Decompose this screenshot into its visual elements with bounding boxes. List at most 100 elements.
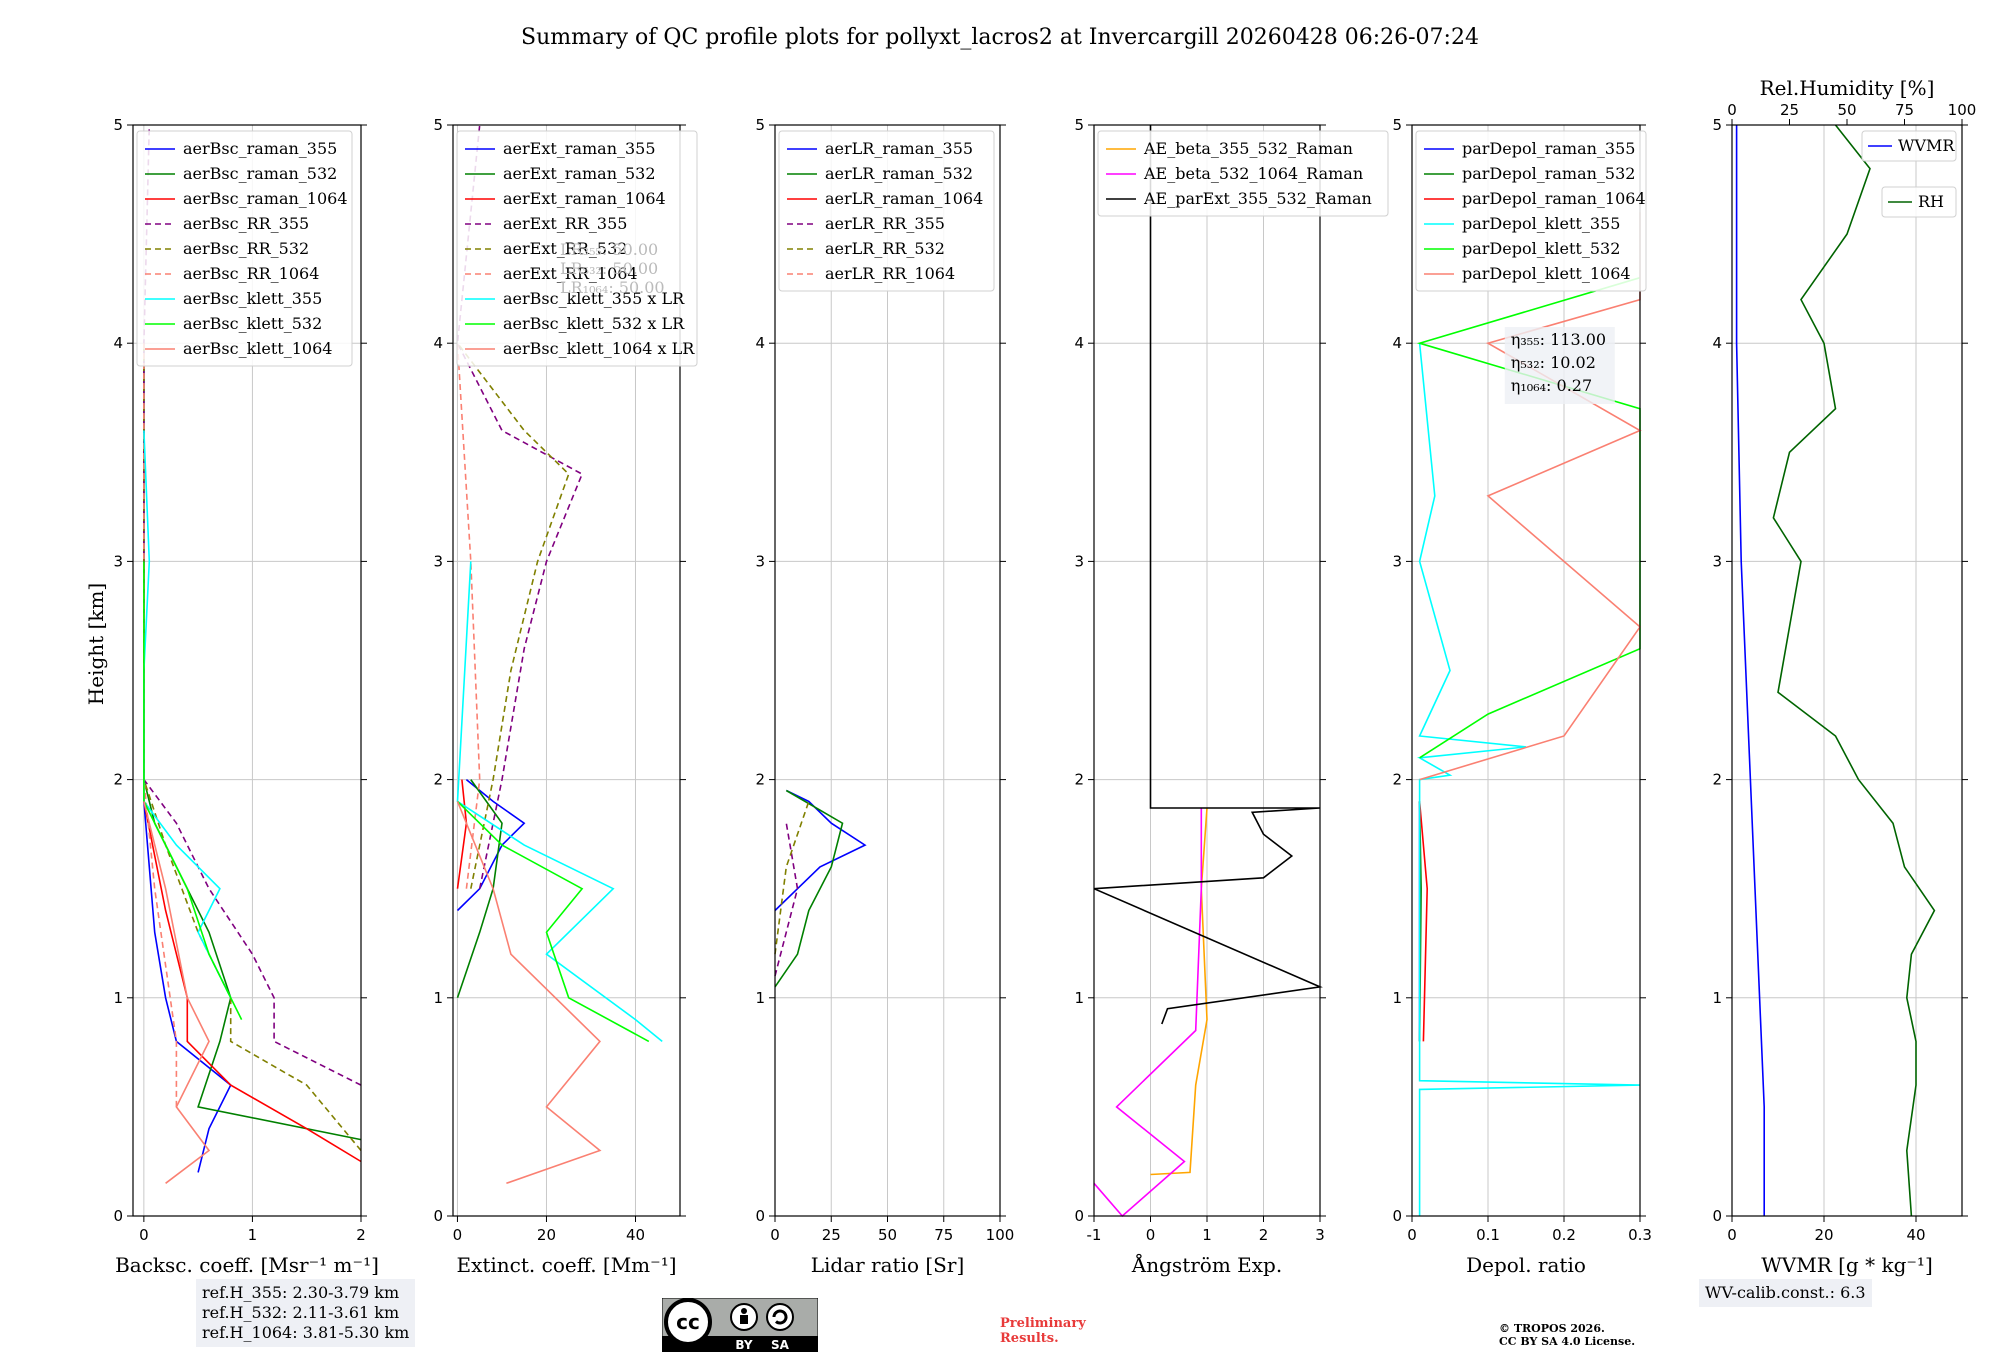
panel-6: 0 20 40 0 1 2 3 4 5 WVMR [g * kg⁻¹] 0 25 50 75 100 Rel.… [1712,76,1976,1277]
legend-label: WVMR [1898,136,1955,155]
legend-label: aerLR_RR_1064 [825,264,955,283]
y-tick-label: 2 [755,771,765,789]
legend-label: parDepol_klett_355 [1462,214,1620,233]
legend-label: parDepol_raman_532 [1462,164,1635,183]
y-tick-label: 4 [433,334,443,352]
series-line-aerExt_raman_1064 [456,779,468,889]
cc-by-sa-badge: cc BY SA [662,1298,818,1352]
legend-box [1097,130,1389,217]
y-tick-label: 0 [1392,1207,1402,1225]
series-line-aerBsc_raman_1064 [143,561,362,1163]
y-tick-label: 3 [1074,552,1084,570]
by-label: BY [735,1338,752,1352]
series-line-parDepol_raman_1064 [1418,801,1429,1042]
legend-label: aerBsc_raman_532 [183,164,337,183]
x-tick-label: 0 [1146,1226,1156,1244]
annotation-text: LR₅₃₂: 50.00 [560,259,658,278]
panel-5: 0 0.1 0.2 0.3 0 1 2 3 4 5 Depol. ratio parDepol_ram… [1392,116,1651,1277]
x-tick-label: 0.3 [1628,1226,1652,1244]
x-axis-label: Backsc. coeff. [Msr⁻¹ m⁻¹] [115,1253,379,1277]
series-line-aerBsc_RR_1064 [143,343,178,1107]
series-line-aerBsc_klett_355 [143,430,232,999]
x2-axis-label: Rel.Humidity [%] [1760,76,1935,100]
annotation-text: LR₃₅₅: 50.00 [560,240,658,259]
y-tick-label: 3 [755,552,765,570]
legend-label: aerBsc_raman_1064 [183,189,348,208]
legend-box [1415,130,1647,292]
legend-label: parDepol_klett_1064 [1462,264,1631,283]
y-tick-label: 1 [1074,989,1084,1007]
legend-label: aerBsc_klett_355 x LR [503,289,685,308]
annotation-text: η₁₀₆₄: 0.27 [1511,376,1592,395]
x-tick-label: 0 [1407,1226,1417,1244]
x-tick-label: 0 [1727,1226,1737,1244]
x-tick-label: 0.2 [1552,1226,1576,1244]
series-line-AE_beta_355_532_Raman [1150,807,1208,1176]
x-tick-label: 25 [822,1226,841,1244]
axes-frame [132,124,362,1217]
annotation-text: η₅₃₂: 10.02 [1511,353,1596,372]
legend-label: aerBsc_RR_1064 [183,264,319,283]
x2-tick-label: 50 [1837,101,1856,119]
y-tick-label: 2 [1074,771,1084,789]
panel-2: 0 20 40 0 1 2 3 4 5 Extinct. coeff. [Mm⁻¹] aerExt_… [433,116,698,1277]
x2-tick-label: 75 [1895,101,1914,119]
series-line-AE_beta_532_1064_Raman [1093,808,1203,1218]
y-tick-label: 4 [755,334,765,352]
legend-label: aerExt_raman_1064 [503,189,666,208]
x-tick-label: 3 [1315,1226,1325,1244]
panel-3: 0 25 50 75 100 0 1 2 3 4 5 Lidar ratio [Sr] aerLR_ra… [755,116,1014,1277]
figure-title: Summary of QC profile plots for pollyxt_… [521,25,1479,50]
ref-height-532: ref.H_532: 2.11-3.61 km [202,1303,400,1322]
y-axis-label: Height [km] [84,583,108,705]
x-tick-label: 1 [1202,1226,1212,1244]
x-axis-label: WVMR [g * kg⁻¹] [1761,1253,1933,1277]
ref-height-355: ref.H_355: 2.30-3.79 km [202,1283,400,1302]
y-tick-label: 1 [755,989,765,1007]
legend-label: parDepol_klett_532 [1462,239,1620,258]
legend-label: parDepol_raman_355 [1462,139,1635,158]
y-tick-label: 4 [113,334,123,352]
series-line-aerLR_RR_532 [774,801,810,955]
y-tick-label: 3 [1712,552,1722,570]
series-line-WVMR [1735,125,1765,1216]
preliminary-note: Preliminary Results. [1000,1316,1086,1346]
x-tick-label: 75 [934,1226,953,1244]
y-tick-label: 1 [1712,989,1722,1007]
x-tick-label: 20 [1814,1226,1833,1244]
legend-label: aerBsc_raman_355 [183,139,337,158]
y-tick-label: 3 [113,552,123,570]
legend-label: aerBsc_klett_532 x LR [503,314,685,333]
legend-label: aerExt_RR_355 [503,214,627,233]
series-line-aerBsc_klett_532 [143,561,243,1020]
legend-label: aerLR_RR_355 [825,214,945,233]
x-axis-label: Lidar ratio [Sr] [811,1253,965,1277]
x-tick-label: 1 [248,1226,258,1244]
series-line-aerLR_raman_355 [774,789,867,912]
annotation-text: LR₁₀₆₄: 50.00 [560,278,665,297]
y-tick-label: 5 [1074,116,1084,134]
wv-calib-note: WV-calib.const.: 6.3 [1699,1279,1872,1307]
axes-frame [452,124,681,1217]
series-line-aerLR_RR_355 [774,823,799,977]
sa-icon-arrow [772,1309,788,1325]
y-tick-label: 0 [1712,1207,1722,1225]
series-line-aerExt_raman_355 [456,778,526,912]
legend-label: aerLR_raman_1064 [825,189,983,208]
legend-label: AE_parExt_355_532_Raman [1143,189,1372,208]
x-tick-label: 2 [1259,1226,1269,1244]
series-line-aerLR_raman_532 [774,789,844,988]
y-tick-label: 4 [1712,334,1722,352]
y-tick-label: 2 [1392,771,1402,789]
legend-box [1861,130,1957,162]
sa-icon [766,1303,794,1331]
legend-label: aerExt_RR_532 [503,239,627,258]
ref-height-note: ref.H_355: 2.30-3.79 km ref.H_532: 2.11-… [196,1279,416,1347]
legend-label: RH [1918,192,1944,211]
sa-label: SA [771,1338,790,1352]
y-tick-label: 1 [433,989,443,1007]
x-tick-label: -1 [1087,1226,1102,1244]
y-tick-label: 5 [1392,116,1402,134]
legend-label: aerBsc_RR_355 [183,214,309,233]
